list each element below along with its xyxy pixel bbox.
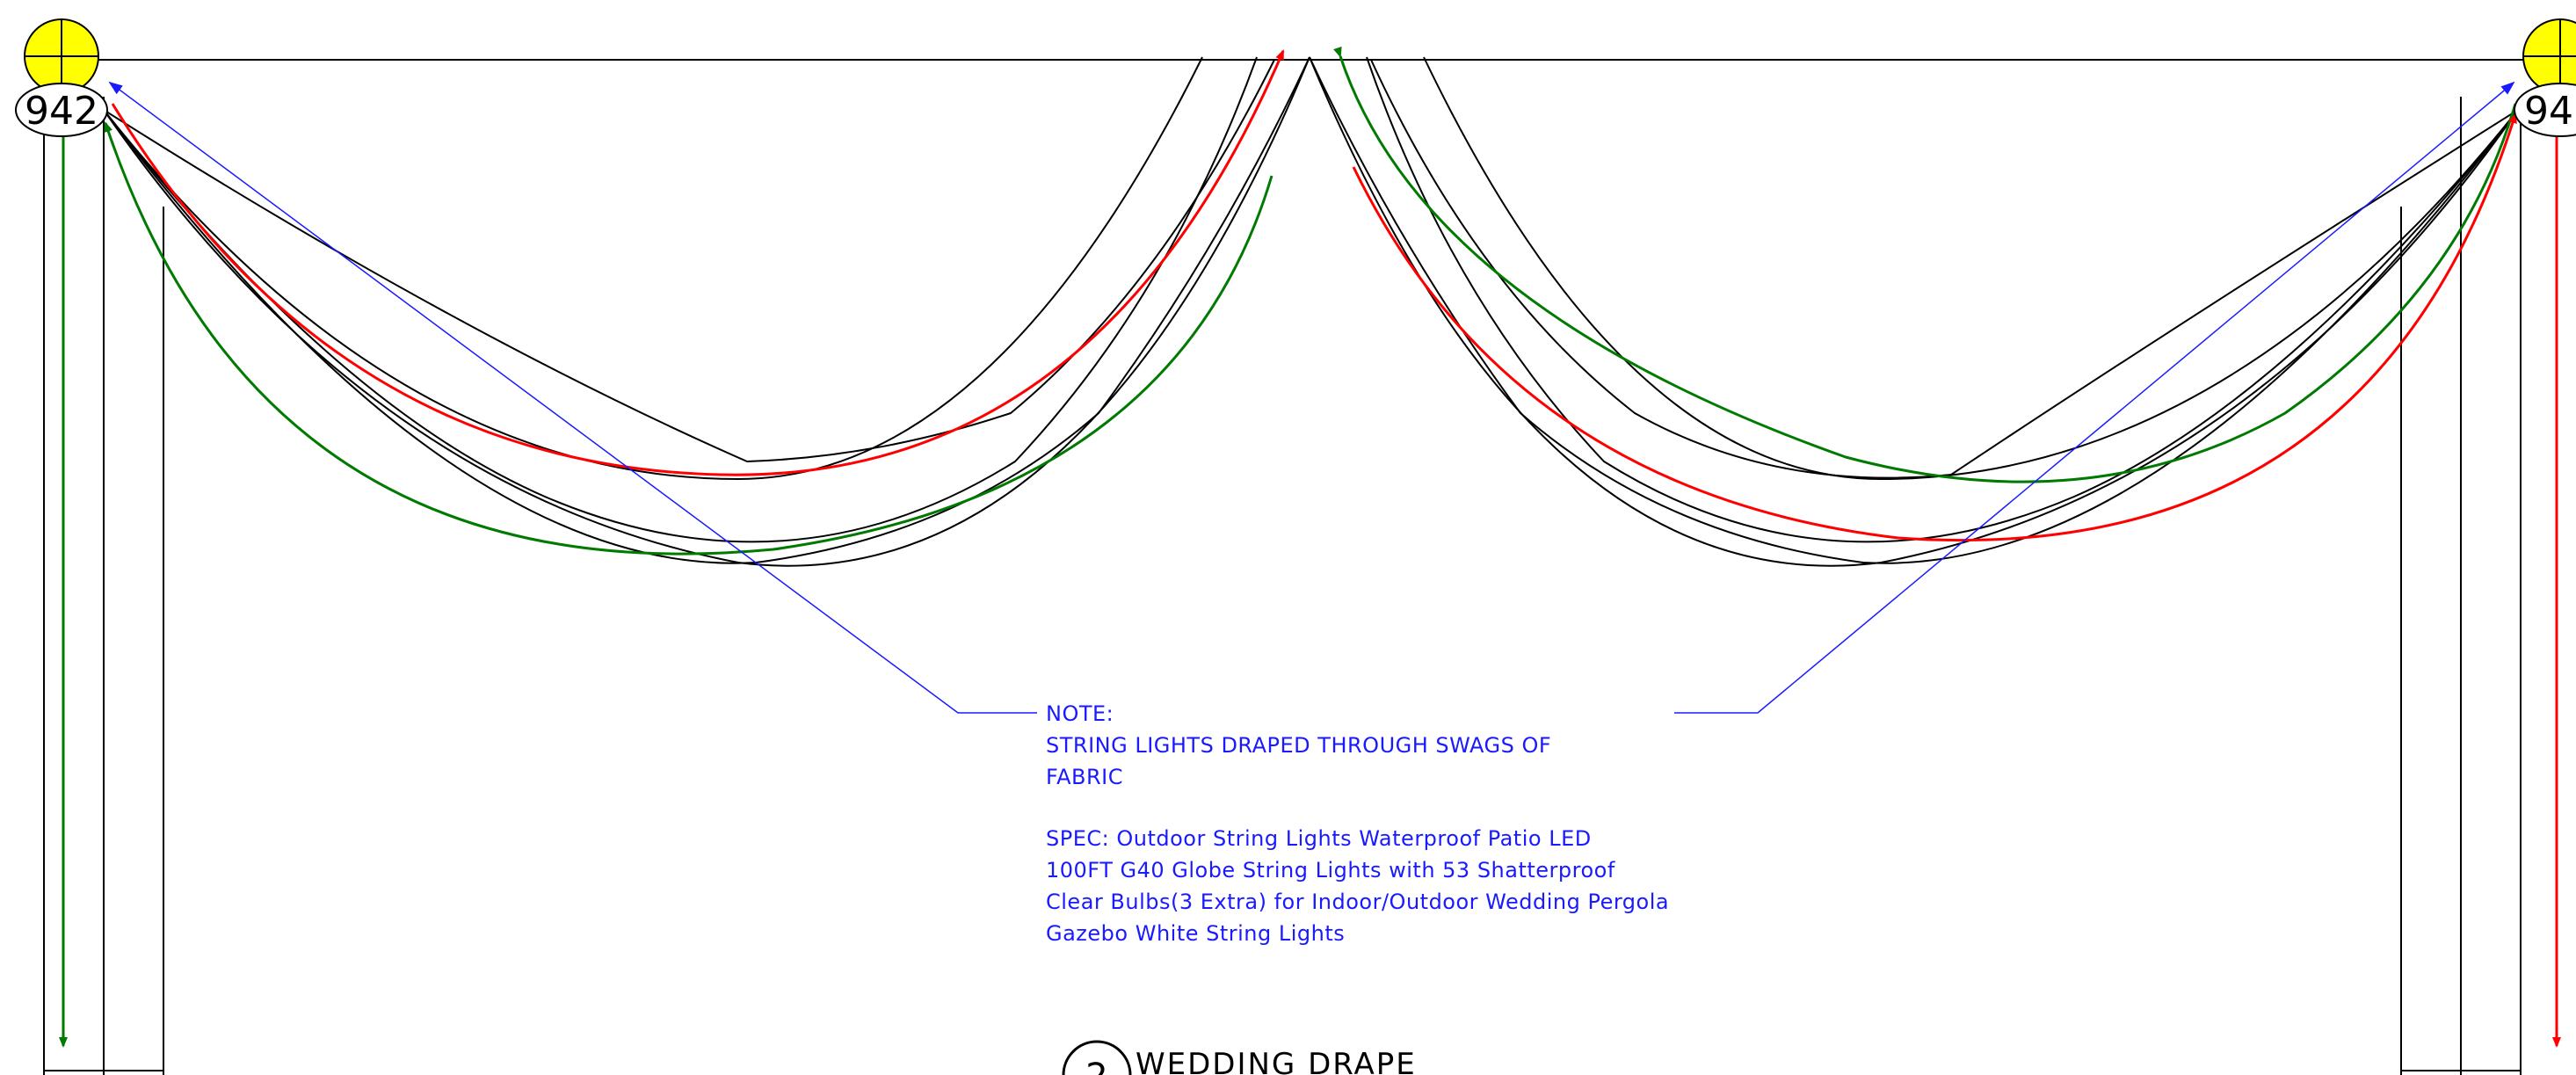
spec-line-2: 100FT G40 Globe String Lights with 53 Sh… bbox=[1046, 858, 1615, 883]
right-string-lights-green bbox=[1333, 46, 2517, 483]
right-tag-label: 94 bbox=[2524, 89, 2573, 134]
note-heading: NOTE: bbox=[1046, 701, 1114, 726]
detail-number: 2 bbox=[1085, 1057, 1107, 1075]
right-reference-marker: 94 bbox=[2514, 18, 2576, 137]
note-block: NOTE: STRING LIGHTS DRAPED THROUGH SWAGS… bbox=[1046, 701, 1669, 946]
left-tag-label: 942 bbox=[25, 89, 98, 134]
left-string-lights-green bbox=[104, 121, 1273, 556]
left-note-leader bbox=[108, 81, 1037, 714]
right-post bbox=[2400, 97, 2522, 1075]
left-string-lights-red bbox=[111, 49, 1285, 476]
spec-line-3: Clear Bulbs(3 Extra) for Indoor/Outdoor … bbox=[1046, 890, 1669, 914]
drawing-title: WEDDING DRAPE bbox=[1136, 1047, 1417, 1075]
title-block: 2 WEDDING DRAPE bbox=[1062, 1040, 1417, 1075]
detail-number-circle-icon bbox=[1062, 1040, 1132, 1075]
note-line-1: STRING LIGHTS DRAPED THROUGH SWAGS OF bbox=[1046, 733, 1551, 758]
right-tag-oval bbox=[2514, 83, 2576, 137]
right-string-lights-red bbox=[1352, 113, 2517, 542]
left-reference-marker: 942 bbox=[15, 18, 108, 137]
note-line-2: FABRIC bbox=[1046, 765, 1123, 789]
right-note-leader bbox=[1674, 81, 2515, 714]
left-post bbox=[43, 97, 164, 1075]
left-tag-oval bbox=[15, 83, 108, 137]
spec-line-4: Gazebo White String Lights bbox=[1046, 921, 1345, 946]
right-fabric-swags bbox=[1309, 56, 2519, 567]
spec-line-1: SPEC: Outdoor String Lights Waterproof P… bbox=[1046, 826, 1592, 851]
left-fabric-swags bbox=[103, 56, 1310, 567]
